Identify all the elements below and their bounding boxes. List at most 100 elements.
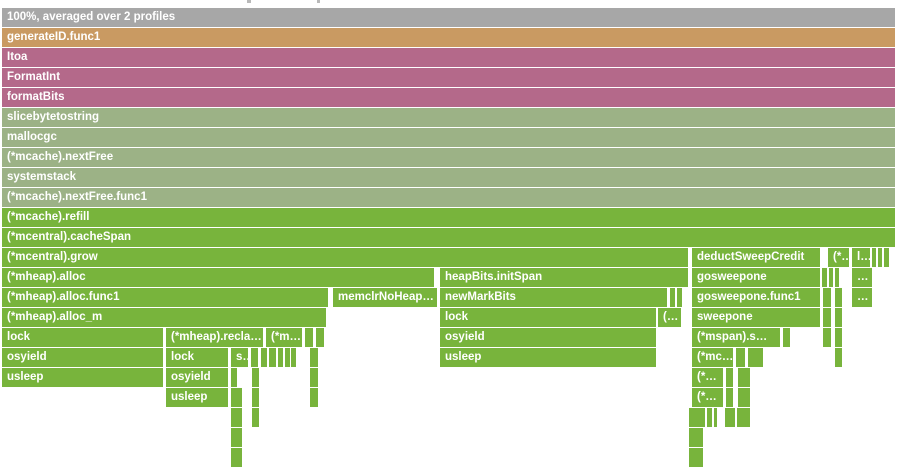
flame-bar-lock[interactable]: lock [2, 328, 163, 347]
flame-bar-memclrnoheap[interactable]: memclrNoHeap… [333, 288, 437, 307]
flame-bar[interactable] [783, 328, 790, 347]
flame-bar-formatbits[interactable]: formatBits [2, 88, 895, 107]
flame-bar-l[interactable]: l… [852, 248, 870, 267]
flame-bar[interactable] [737, 408, 750, 427]
flame-bar-usleep[interactable]: usleep [166, 388, 228, 407]
flame-bar-deductsweepcredit[interactable]: deductSweepCredit [692, 248, 820, 267]
flame-bar-slicebytetostring[interactable]: slicebytetostring [2, 108, 895, 127]
flame-bar-lock[interactable]: lock [440, 308, 656, 327]
flame-bar[interactable] [231, 408, 242, 427]
flame-bar[interactable] [689, 448, 703, 467]
flame-bar-mcache-nextfree-func1[interactable]: (*mcache).nextFree.func1 [2, 188, 895, 207]
flame-bar-mheap-recla[interactable]: (*mheap).recla… [166, 328, 263, 347]
flame-bar[interactable] [835, 348, 842, 367]
flame-bar[interactable] [823, 328, 831, 347]
flame-bar-label: (*mcache).nextFree.func1 [7, 191, 147, 203]
flame-bar[interactable] [252, 368, 259, 387]
flame-bar-[interactable]: … [852, 288, 872, 307]
flame-bar[interactable] [884, 248, 889, 267]
flame-bar[interactable] [689, 428, 703, 447]
flame-bar-[interactable]: (*… [692, 368, 723, 387]
flame-bar-gosweepone[interactable]: gosweepone [692, 268, 820, 287]
flame-bar[interactable] [835, 288, 842, 307]
flame-bar[interactable] [748, 348, 763, 367]
flame-bar[interactable] [689, 408, 705, 427]
flame-bar-mcache-refill[interactable]: (*mcache).refill [2, 208, 895, 227]
flame-bar[interactable] [231, 388, 242, 407]
flame-bar-mcache-nextfree[interactable]: (*mcache).nextFree [2, 148, 895, 167]
flame-bar[interactable] [726, 388, 733, 407]
flame-bar-label: (*mheap).alloc_m [7, 311, 103, 323]
flame-bar-itoa[interactable]: Itoa [2, 48, 895, 67]
flame-bar-mallocgc[interactable]: mallocgc [2, 128, 895, 147]
flame-bar-[interactable]: (… [658, 308, 681, 327]
flame-bar-label: (*mheap).alloc.func1 [7, 291, 120, 303]
flame-bar-newmarkbits[interactable]: newMarkBits [440, 288, 667, 307]
flame-bar[interactable] [316, 328, 324, 347]
flame-bar[interactable] [835, 268, 839, 287]
flame-bar[interactable] [231, 448, 242, 467]
flame-bar-systemstack[interactable]: systemstack [2, 168, 895, 187]
flame-bar-mheap-alloc-func1[interactable]: (*mheap).alloc.func1 [2, 288, 328, 307]
flame-bar[interactable] [670, 288, 675, 307]
flame-bar-osyield[interactable]: osyield [2, 348, 163, 367]
flame-bar-[interactable]: … [852, 268, 872, 287]
flame-bar-label: usleep [445, 351, 482, 363]
flame-bar-mcentral-cachespan[interactable]: (*mcentral).cacheSpan [2, 228, 895, 247]
flame-bar[interactable] [231, 428, 242, 447]
flame-bar[interactable] [878, 248, 882, 267]
flame-bar-mspan-s[interactable]: (*mspan).s… [692, 328, 780, 347]
flame-bar-s[interactable]: s… [231, 348, 248, 367]
flame-bar-mcentral-grow[interactable]: (*mcentral).grow [2, 248, 688, 267]
flame-bar-gosweepone-func1[interactable]: gosweepone.func1 [692, 288, 820, 307]
flame-bar-[interactable]: (*… [828, 248, 849, 267]
flame-bar[interactable] [738, 368, 750, 387]
flame-bar-lock[interactable]: lock [166, 348, 228, 367]
flame-bar[interactable] [291, 348, 296, 367]
flame-bar[interactable] [736, 348, 745, 367]
flame-bar-label: (*… [697, 391, 717, 403]
flame-bar[interactable] [278, 348, 283, 367]
flame-bar[interactable] [822, 268, 827, 287]
flame-bar[interactable] [725, 408, 735, 427]
flame-bar[interactable] [835, 328, 842, 347]
flame-bar[interactable] [677, 288, 682, 307]
flame-bar-usleep[interactable]: usleep [440, 348, 656, 367]
flame-bar[interactable] [872, 248, 876, 267]
flame-bar-formatint[interactable]: FormatInt [2, 68, 895, 87]
flame-bar-label: deductSweepCredit [697, 251, 805, 263]
flame-bar[interactable] [823, 288, 831, 307]
flame-bar-100-averaged-over-2-profiles[interactable]: 100%, averaged over 2 profiles [2, 8, 895, 27]
flame-bar-usleep[interactable]: usleep [2, 368, 163, 387]
flame-bar[interactable] [252, 408, 259, 427]
flame-bar[interactable] [252, 388, 259, 407]
flame-bar[interactable] [251, 348, 258, 367]
flame-bar[interactable] [714, 408, 717, 427]
flame-bar[interactable] [305, 328, 313, 347]
flame-bar-generateid-func1[interactable]: generateID.func1 [2, 28, 895, 47]
flame-bar-mc[interactable]: (*mc… [692, 348, 733, 367]
flame-bar-osyield[interactable]: osyield [166, 368, 228, 387]
flame-bar-label: lock [445, 311, 469, 323]
flame-bar-mheap-alloc[interactable]: (*mheap).alloc [2, 268, 434, 287]
flame-bar-m[interactable]: (*m… [266, 328, 302, 347]
flame-bar[interactable] [269, 348, 276, 367]
flame-bar[interactable] [261, 348, 267, 367]
flame-bar-mheap-alloc-m[interactable]: (*mheap).alloc_m [2, 308, 326, 327]
flame-bar-[interactable]: (*… [692, 388, 723, 407]
flame-bar-heapbits-initspan[interactable]: heapBits.initSpan [440, 268, 688, 287]
flame-bar-label: slicebytetostring [7, 111, 100, 123]
flame-bar[interactable] [738, 388, 750, 407]
flame-bar[interactable] [310, 388, 318, 407]
flame-bar[interactable] [829, 268, 833, 287]
flame-bar[interactable] [310, 368, 318, 387]
flame-bar[interactable] [726, 368, 733, 387]
flame-bar[interactable] [707, 408, 712, 427]
flame-bar[interactable] [310, 348, 318, 367]
flame-bar[interactable] [231, 368, 237, 387]
flame-bar[interactable] [285, 348, 290, 367]
flame-bar[interactable] [823, 308, 831, 327]
flame-bar-osyield[interactable]: osyield [440, 328, 656, 347]
flame-bar[interactable] [835, 308, 842, 327]
flame-bar-sweepone[interactable]: sweepone [692, 308, 820, 327]
